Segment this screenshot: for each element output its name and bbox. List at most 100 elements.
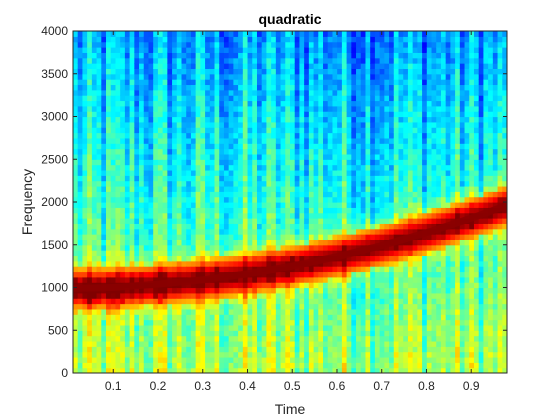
heatmap-cell: [167, 346, 173, 353]
heatmap-cell: [318, 111, 324, 118]
heatmap-cell: [205, 298, 211, 305]
heatmap-cell: [256, 308, 263, 315]
heatmap-cell: [374, 202, 381, 208]
heatmap-cell: [77, 266, 84, 273]
heatmap-cell: [332, 292, 338, 299]
heatmap-cell: [124, 153, 131, 160]
heatmap-cell: [370, 260, 376, 267]
heatmap-cell: [346, 127, 352, 134]
heatmap-cell: [186, 212, 192, 219]
heatmap-cell: [431, 79, 437, 86]
heatmap-cell: [313, 319, 319, 326]
heatmap-cell: [148, 121, 154, 128]
heatmap-cell: [412, 57, 418, 64]
heatmap-cell: [242, 314, 249, 321]
heatmap-cell: [223, 292, 230, 299]
heatmap-cell: [426, 73, 433, 80]
heatmap-cell: [153, 367, 159, 373]
heatmap-cell: [120, 234, 126, 240]
heatmap-cell: [205, 180, 211, 187]
heatmap-cell: [313, 335, 319, 342]
heatmap-cell: [162, 105, 168, 112]
heatmap-cell: [106, 335, 112, 342]
heatmap-cell: [365, 260, 371, 267]
heatmap-cell: [351, 79, 357, 86]
heatmap-cell: [96, 105, 102, 112]
heatmap-cell: [431, 137, 437, 144]
heatmap-cell: [407, 52, 414, 59]
heatmap-cell: [106, 330, 112, 337]
heatmap-cell: [370, 31, 376, 37]
heatmap-cell: [186, 271, 192, 278]
heatmap-cell: [379, 292, 385, 299]
heatmap-cell: [195, 319, 201, 326]
heatmap-cell: [73, 63, 79, 69]
heatmap-cell: [167, 228, 173, 235]
heatmap-cell: [370, 362, 376, 369]
heatmap-cell: [323, 308, 329, 315]
heatmap-cell: [384, 196, 390, 203]
heatmap-cell: [431, 223, 437, 230]
heatmap-cell: [275, 207, 282, 214]
heatmap-cell: [223, 127, 230, 134]
heatmap-cell: [365, 271, 371, 278]
heatmap-cell: [139, 137, 145, 144]
heatmap-cell: [294, 180, 301, 187]
heatmap-cell: [148, 68, 154, 75]
heatmap-cell: [403, 362, 409, 369]
heatmap-cell: [389, 185, 395, 192]
heatmap-cell: [323, 63, 329, 69]
heatmap-cell: [290, 127, 296, 134]
heatmap-cell: [308, 169, 315, 176]
heatmap-cell: [313, 111, 319, 118]
heatmap-cell: [242, 244, 249, 251]
heatmap-cell: [266, 298, 272, 305]
heatmap-cell: [374, 89, 381, 96]
heatmap-cell: [129, 218, 135, 224]
heatmap-cell: [129, 308, 135, 315]
heatmap-cell: [190, 84, 197, 91]
heatmap-cell: [417, 159, 423, 166]
heatmap-cell: [181, 351, 187, 358]
heatmap-cell: [172, 367, 178, 373]
heatmap-cell: [195, 223, 201, 230]
heatmap-cell: [223, 266, 230, 273]
heatmap-cell: [157, 196, 164, 203]
heatmap-cell: [370, 266, 376, 273]
heatmap-cell: [275, 68, 282, 75]
heatmap-cell: [431, 41, 437, 48]
heatmap-cell: [327, 276, 334, 283]
heatmap-cell: [96, 207, 102, 214]
heatmap-cell: [403, 111, 409, 118]
heatmap-cell: [247, 196, 253, 203]
heatmap-cell: [186, 95, 192, 102]
heatmap-cell: [190, 47, 197, 53]
heatmap-cell: [280, 111, 286, 118]
heatmap-cell: [403, 276, 409, 283]
heatmap-cell: [186, 63, 192, 69]
heatmap-cell: [73, 271, 79, 278]
heatmap-cell: [290, 185, 296, 192]
heatmap-cell: [271, 303, 277, 310]
heatmap-cell: [332, 68, 338, 75]
heatmap-cell: [266, 68, 272, 75]
heatmap-cell: [238, 308, 244, 315]
heatmap-cell: [422, 271, 428, 278]
heatmap-cell: [294, 218, 301, 224]
heatmap-cell: [285, 95, 291, 102]
heatmap-cell: [252, 132, 258, 139]
heatmap-cell: [337, 266, 343, 273]
heatmap-cell: [318, 159, 324, 166]
heatmap-cell: [73, 143, 79, 150]
heatmap-cell: [318, 239, 324, 246]
heatmap-cell: [417, 362, 423, 369]
heatmap-cell: [200, 356, 206, 363]
heatmap-cell: [106, 31, 112, 37]
heatmap-cell: [120, 303, 126, 310]
heatmap-cell: [285, 255, 291, 262]
heatmap-cell: [313, 356, 319, 363]
heatmap-cell: [129, 324, 135, 331]
heatmap-cell: [389, 218, 395, 224]
heatmap-cell: [101, 132, 107, 139]
heatmap-cell: [77, 63, 84, 69]
